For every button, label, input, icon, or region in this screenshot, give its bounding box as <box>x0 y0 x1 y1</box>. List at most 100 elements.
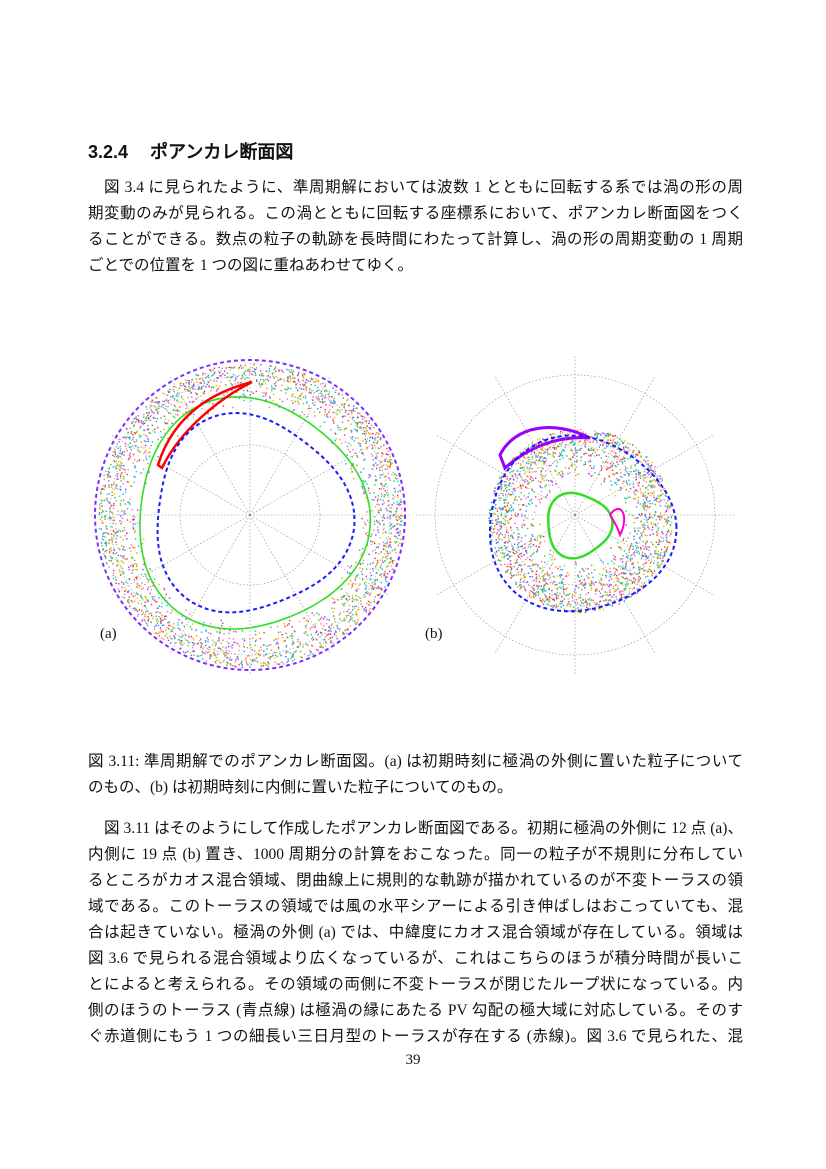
chaos-point <box>188 383 190 385</box>
chaos-point <box>303 388 305 390</box>
chaos-point <box>111 484 113 486</box>
chaos-point <box>395 477 397 479</box>
chaos-point <box>133 481 135 483</box>
chaos-point <box>365 533 367 535</box>
chaos-point <box>115 485 117 487</box>
chaos-point <box>394 535 396 537</box>
chaos-point <box>624 469 627 471</box>
chaos-point <box>382 529 385 531</box>
chaos-point <box>388 477 390 479</box>
chaos-point <box>523 479 525 481</box>
chaos-point <box>278 406 280 408</box>
chaos-point <box>216 659 218 662</box>
chaos-point <box>383 476 386 478</box>
chaos-point <box>158 401 161 404</box>
chaos-point <box>218 637 220 640</box>
chaos-point <box>650 494 652 497</box>
chaos-point <box>561 442 564 444</box>
chaos-point <box>329 400 331 402</box>
chaos-point <box>659 554 662 557</box>
chaos-point <box>194 388 196 390</box>
chaos-point <box>168 624 170 627</box>
chaos-point <box>291 643 294 645</box>
chaos-point <box>263 661 265 664</box>
chaos-point <box>543 535 545 538</box>
chaos-point <box>632 483 634 485</box>
chaos-point <box>127 501 130 503</box>
chaos-point <box>502 493 504 495</box>
chaos-point <box>292 654 294 656</box>
chaos-point <box>644 460 647 463</box>
chaos-point <box>231 376 234 378</box>
chaos-point <box>394 491 396 493</box>
chaos-point <box>251 649 253 651</box>
chaos-point <box>185 609 187 612</box>
chaos-point <box>590 587 593 589</box>
chaos-point <box>378 504 380 506</box>
chaos-point <box>119 455 121 458</box>
chaos-point <box>532 591 534 594</box>
chaos-point <box>294 630 296 633</box>
chaos-point <box>509 482 511 485</box>
chaos-point <box>355 605 357 608</box>
chaos-point <box>606 461 609 464</box>
chaos-point <box>536 565 539 567</box>
chaos-point <box>609 442 612 444</box>
chaos-point <box>659 518 661 521</box>
chaos-point <box>494 552 496 554</box>
chaos-point <box>133 418 135 420</box>
chaos-point <box>393 487 396 490</box>
chaos-point <box>112 451 114 453</box>
chaos-point <box>108 551 111 553</box>
chaos-point <box>592 441 594 443</box>
chaos-point <box>128 502 131 504</box>
chaos-point <box>247 368 250 371</box>
chaos-point <box>371 455 374 457</box>
chaos-point <box>620 594 622 597</box>
chaos-point <box>374 579 376 581</box>
chaos-point <box>635 573 638 575</box>
chaos-point <box>565 444 567 446</box>
chaos-point <box>612 473 614 475</box>
chaos-point <box>609 591 611 593</box>
chaos-point <box>608 586 610 588</box>
chaos-point <box>107 473 110 475</box>
chaos-point <box>180 647 182 649</box>
chaos-point <box>571 463 573 465</box>
chaos-point <box>156 407 158 409</box>
chaos-point <box>295 384 297 386</box>
chaos-point <box>126 532 128 535</box>
chaos-point <box>126 508 129 510</box>
chaos-point <box>307 405 310 407</box>
chaos-point <box>357 608 359 611</box>
chaos-point <box>123 475 125 478</box>
chaos-point <box>241 662 243 664</box>
chaos-point <box>535 539 537 541</box>
chaos-point <box>386 576 388 578</box>
chaos-point <box>637 581 640 584</box>
chaos-point <box>177 624 179 626</box>
chaos-point <box>594 455 596 457</box>
chaos-point <box>374 475 377 477</box>
chaos-point <box>645 497 647 499</box>
chaos-point <box>149 415 152 417</box>
chaos-point <box>667 517 669 519</box>
chaos-point <box>108 493 110 495</box>
chaos-point <box>377 464 379 466</box>
chaos-point <box>504 506 506 509</box>
chaos-point <box>122 514 125 516</box>
chaos-point <box>540 460 542 462</box>
chaos-point <box>666 506 668 508</box>
chaos-point <box>375 571 377 574</box>
chaos-point <box>386 517 389 519</box>
chaos-point <box>507 554 509 556</box>
chaos-point <box>325 641 327 643</box>
chaos-point <box>303 653 306 655</box>
chaos-point <box>383 574 385 577</box>
chaos-point <box>283 623 285 625</box>
chaos-point <box>114 450 116 453</box>
chaos-point <box>351 438 353 440</box>
chaos-point <box>264 395 267 397</box>
chaos-point <box>642 523 644 526</box>
chaos-point <box>292 374 295 377</box>
